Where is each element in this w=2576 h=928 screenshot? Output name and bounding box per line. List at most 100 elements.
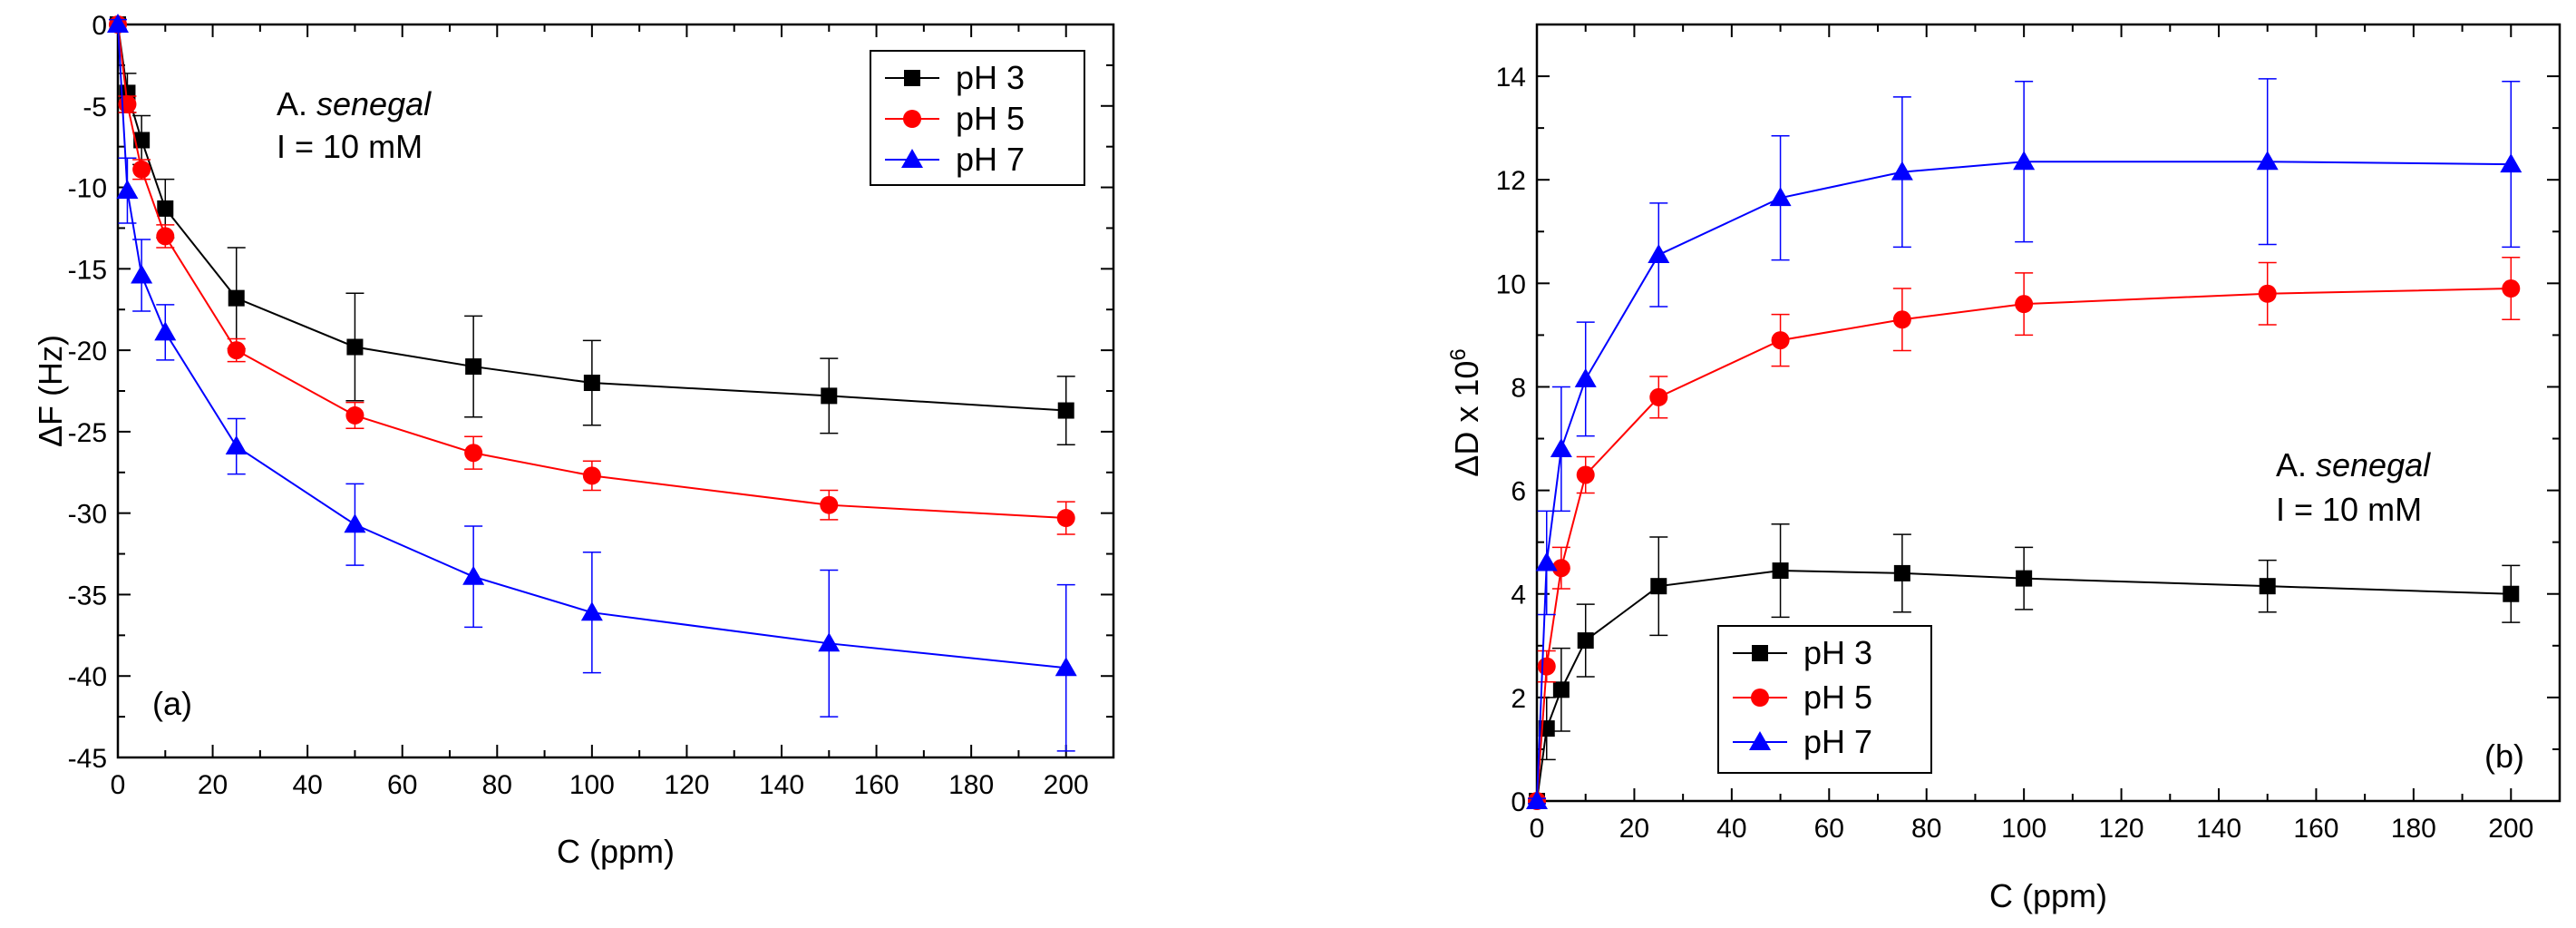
series-ph-7 [107, 14, 1077, 752]
x-tick-label: 60 [1814, 814, 1844, 844]
data-point-marker [154, 321, 177, 341]
legend-label: pH 7 [956, 141, 1025, 178]
y-tick-label: -25 [68, 418, 107, 448]
data-point-marker [1576, 465, 1595, 484]
series-ph-3 [1528, 523, 2521, 809]
data-point-marker [1648, 243, 1670, 263]
data-point-marker [1535, 552, 1558, 571]
data-point-marker [1649, 387, 1668, 406]
data-point-marker [1552, 681, 1570, 698]
series-line [117, 24, 1066, 412]
data-point-marker [820, 495, 839, 514]
data-point-marker [344, 513, 366, 533]
series-group-a [107, 14, 1077, 752]
x-tick-label: 140 [759, 770, 804, 800]
y-tick-label: 0 [92, 11, 107, 41]
data-point-marker [2013, 151, 2036, 171]
series-line [117, 24, 1066, 520]
legend-marker [1749, 731, 1771, 750]
y-tick-label: -5 [83, 93, 107, 122]
data-point-marker [118, 94, 137, 113]
panel-label-a: (a) [152, 685, 192, 722]
data-point-marker [1056, 509, 1075, 528]
y-tick-label: -20 [68, 337, 107, 366]
x-tick-label: 40 [292, 770, 322, 800]
x-tick-label: 20 [1619, 814, 1649, 844]
x-axis-title-a: C (ppm) [557, 833, 675, 870]
data-point-marker [2015, 295, 2034, 314]
data-point-marker [1526, 790, 1548, 809]
y-tick-label: -10 [68, 174, 107, 204]
data-point-marker [1550, 437, 1572, 457]
data-point-marker [345, 405, 365, 425]
data-point-marker [228, 289, 245, 307]
data-point-marker [462, 565, 485, 585]
series-line [1536, 570, 2512, 802]
x-tick-label: 0 [111, 770, 126, 800]
data-point-marker [2016, 570, 2033, 587]
data-point-marker [1772, 562, 1789, 580]
x-tick-label: 180 [2391, 814, 2436, 844]
y-tick-label: 0 [1511, 787, 1526, 817]
legend-label: pH 5 [956, 100, 1025, 137]
data-point-marker [2502, 279, 2521, 298]
y-axis-title-b: ΔD x 106 [1446, 348, 1485, 476]
data-point-marker [2258, 284, 2277, 303]
x-tick-label: 120 [664, 770, 709, 800]
legend-label: pH 3 [1803, 634, 1872, 671]
data-point-marker [821, 387, 838, 405]
series-ph-7 [1526, 78, 2523, 809]
data-point-marker [131, 264, 153, 284]
legend-b: pH 3 pH 5 pH 7 [1717, 625, 1932, 774]
legend-marker [1751, 689, 1769, 707]
data-point-marker [227, 341, 246, 360]
x-tick-label: 180 [948, 770, 994, 800]
y-tick-label: 2 [1511, 684, 1526, 714]
annotation-ionic-strength-b: I = 10 mM [2276, 491, 2422, 528]
x-tick-label: 160 [2293, 814, 2338, 844]
data-point-marker [464, 444, 483, 463]
data-point-marker [583, 375, 600, 392]
data-point-marker [1893, 564, 1910, 581]
data-point-marker [1650, 578, 1667, 595]
data-point-marker [225, 435, 248, 455]
data-point-marker [1771, 331, 1790, 350]
series-ph-5 [1528, 257, 2521, 810]
y-tick-label: 10 [1496, 269, 1526, 299]
annotation-ionic-strength-a: I = 10 mM [277, 128, 423, 165]
legend-label: pH 7 [1803, 723, 1872, 760]
y-tick-label: 12 [1496, 166, 1526, 196]
series-group-b [1526, 78, 2523, 810]
legend-marker [901, 149, 923, 168]
x-tick-label: 40 [1716, 814, 1746, 844]
y-tick-label: 14 [1496, 63, 1526, 93]
data-point-marker [133, 132, 151, 149]
data-point-marker [580, 601, 603, 621]
data-point-marker [1892, 310, 1911, 329]
data-point-marker [156, 227, 175, 246]
plot-frame-b [1535, 23, 2561, 803]
data-point-marker [2500, 153, 2523, 173]
x-tick-label: 100 [569, 770, 615, 800]
data-point-marker [818, 632, 841, 652]
data-point-marker [465, 358, 482, 376]
panel-label-b: (b) [2484, 738, 2524, 775]
data-point-marker [107, 14, 129, 33]
data-point-marker [1891, 161, 1913, 181]
chart-panel-b: 0 20 40 60 80 100 120 140 160 180 200 0 2 4 6 8 10 12 14 C… [1446, 23, 2561, 914]
legend-marker [1752, 645, 1768, 661]
data-point-marker [2503, 585, 2520, 602]
chart-panel-a: 0 20 40 60 80 100 120 140 160 180 200 0 -5 -10 -15 -20 -… [32, 11, 1115, 870]
legend-marker [904, 70, 920, 86]
x-tick-label: 80 [482, 770, 512, 800]
y-tick-label: 8 [1511, 373, 1526, 403]
legend-a: pH 3 pH 5 pH 7 [870, 50, 1085, 186]
y-axis-title-a: ΔF (Hz) [32, 335, 69, 447]
y-tick-label: 4 [1511, 581, 1526, 611]
data-point-marker [1055, 657, 1077, 677]
series-line [117, 24, 1066, 669]
x-tick-label: 100 [2001, 814, 2046, 844]
y-tick-label: -15 [68, 255, 107, 285]
data-point-marker [1551, 559, 1570, 578]
